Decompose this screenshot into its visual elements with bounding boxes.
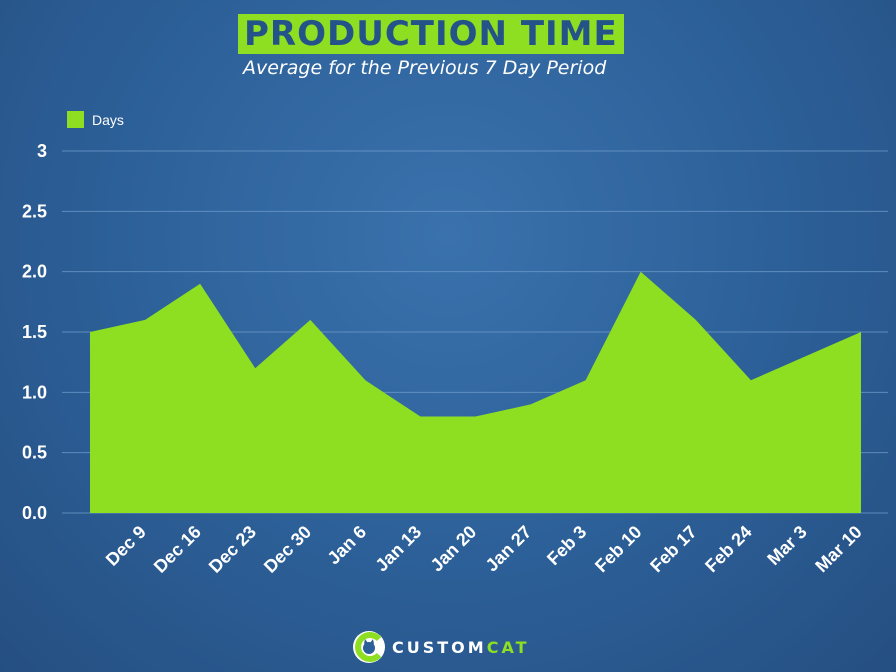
chart-title-box: PRODUCTION TIME <box>238 14 624 54</box>
brand-name-part1: CUSTOM <box>392 637 487 657</box>
x-tick-label: Jan 20 <box>427 522 481 576</box>
y-tick-label: 0.5 <box>22 443 47 463</box>
brand-logo: CUSTOMCAT <box>352 630 530 664</box>
x-tick-label: Dec 9 <box>102 522 150 570</box>
x-tick-label: Mar 10 <box>811 522 865 576</box>
brand-name-part2: CAT <box>486 637 530 657</box>
x-tick-label: Feb 3 <box>543 522 590 569</box>
y-tick-label: 0.0 <box>22 503 47 523</box>
legend-swatch <box>67 111 84 128</box>
series-area-days <box>90 271 861 513</box>
brand-name: CUSTOMCAT <box>392 638 530 657</box>
x-tick-label: Feb 24 <box>701 522 755 576</box>
chart-subtitle: Average for the Previous 7 Day Period <box>243 57 607 79</box>
x-tick-label: Dec 16 <box>150 522 205 577</box>
x-tick-label: Jan 6 <box>323 522 370 569</box>
area-layer <box>90 271 861 513</box>
x-tick-label: Feb 17 <box>646 522 700 576</box>
y-tick-label: 3 <box>37 141 47 161</box>
x-tick-label: Dec 23 <box>205 522 260 577</box>
x-tick-label: Jan 27 <box>482 522 536 576</box>
legend-label: Days <box>92 111 124 128</box>
x-tick-label: Dec 30 <box>260 522 315 577</box>
legend: Days <box>67 111 124 128</box>
y-tick-label: 1.0 <box>22 382 47 402</box>
x-tick-label: Feb 10 <box>591 522 645 576</box>
y-tick-label: 2.5 <box>22 201 47 221</box>
chart-title: PRODUCTION TIME <box>244 14 618 54</box>
x-axis: Dec 9 Dec 16 Dec 23 Dec 30 Jan 6 Jan 13 Jan 20… <box>102 522 866 577</box>
x-tick-label: Mar 3 <box>763 522 810 569</box>
y-tick-label: 2.0 <box>22 262 47 282</box>
cat-c-logo-icon <box>353 631 385 663</box>
y-tick-label: 1.5 <box>22 322 47 342</box>
x-tick-label: Jan 13 <box>371 522 425 576</box>
y-axis: 0.0 0.5 1.0 1.5 2.0 2.5 3 <box>22 141 47 523</box>
